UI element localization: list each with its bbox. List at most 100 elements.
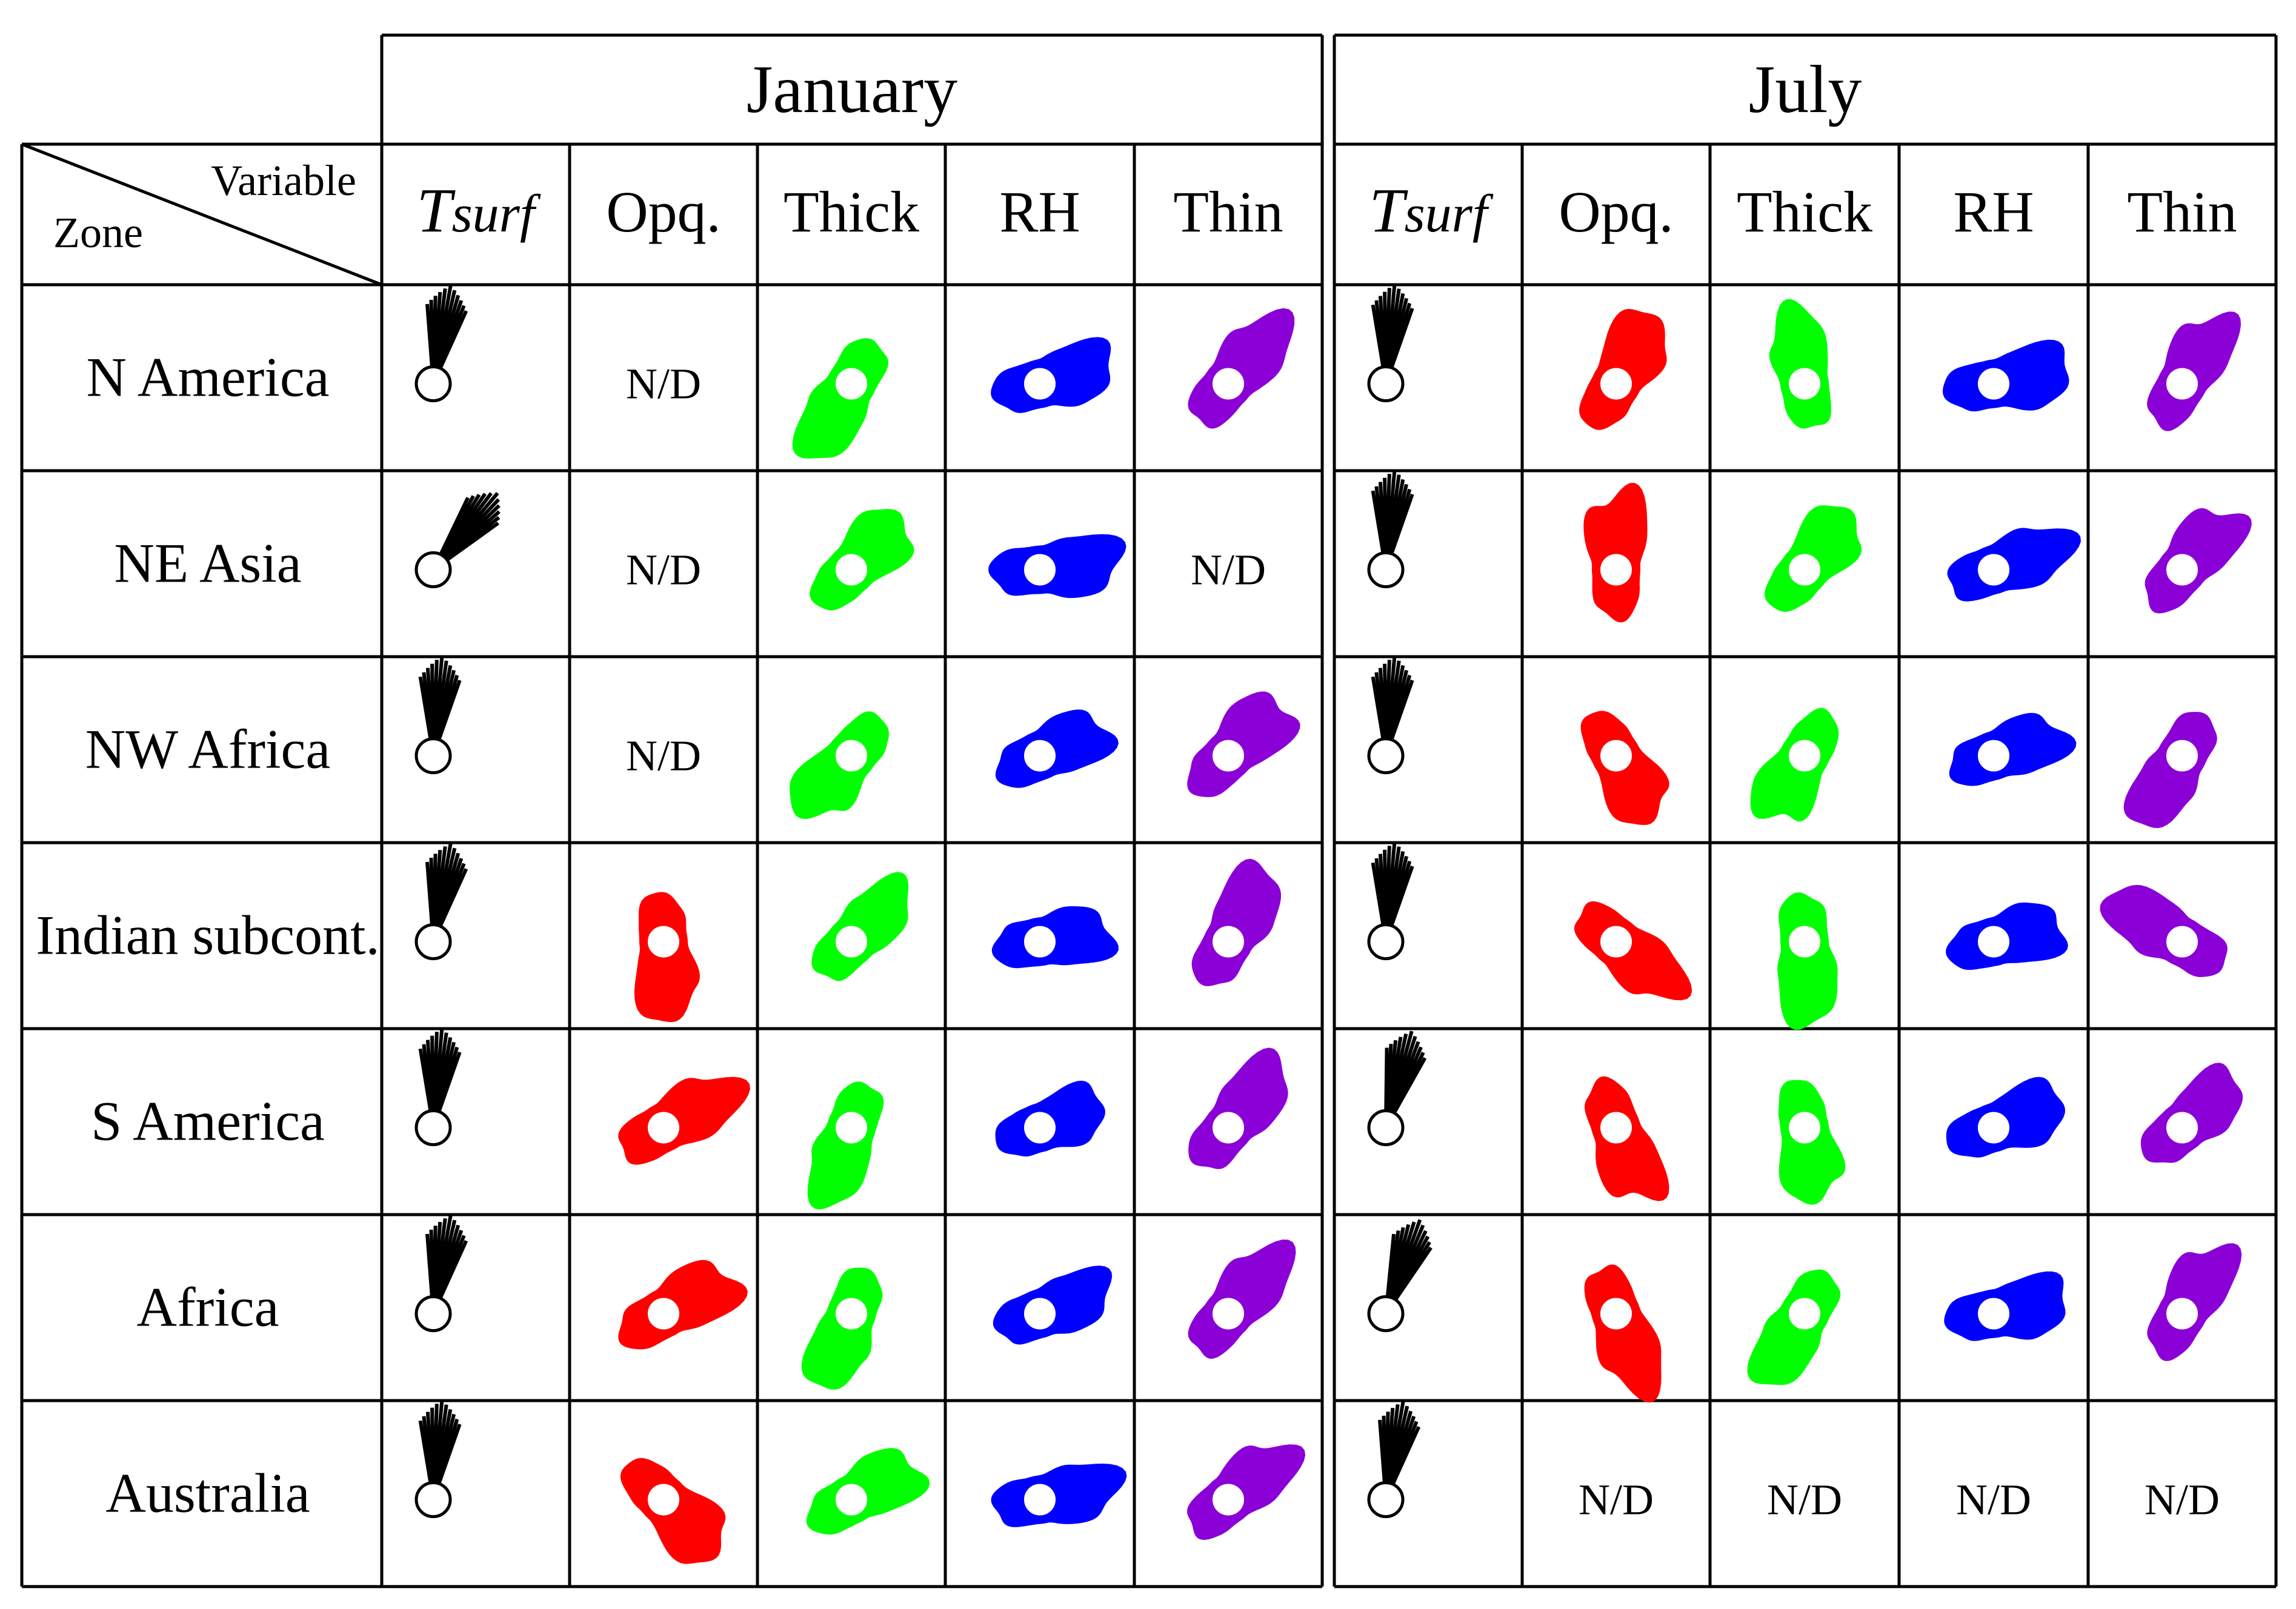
glyph-center — [1210, 1295, 1246, 1332]
glyph-center — [414, 923, 452, 960]
glyph-rh-jan — [991, 337, 1111, 413]
glyph-center — [833, 1481, 870, 1518]
zone-label: NW Africa — [85, 718, 330, 780]
glyph-opq-jul — [1583, 483, 1648, 623]
glyph-center — [1367, 1481, 1405, 1518]
variable-header-thick: Thick — [784, 179, 919, 244]
glyph-center — [2164, 365, 2200, 402]
zone-label: NE Asia — [114, 532, 301, 594]
glyph-shape — [618, 1259, 748, 1350]
glyph-shape — [1188, 1047, 1288, 1169]
nd-label: N/D — [2145, 1476, 2220, 1524]
glyph-opq-jul — [1584, 1264, 1662, 1403]
glyph-center — [1786, 923, 1823, 960]
glyph-center — [1598, 1109, 1634, 1146]
glyph-center — [1367, 737, 1405, 774]
zone-label: S America — [91, 1090, 325, 1152]
glyph-center — [1022, 923, 1058, 960]
glyph-thick-jul — [1765, 505, 1862, 612]
glyph-opq-jul — [1574, 901, 1692, 1001]
glyph-rh-jan — [991, 906, 1119, 969]
glyph-rh-jan — [988, 534, 1126, 599]
glyph-opq-jan — [618, 1077, 750, 1165]
glyph-thin-jan — [1187, 1444, 1306, 1540]
variable-header-opq: Opq. — [606, 179, 720, 244]
glyph-spikes — [425, 843, 468, 927]
glyph-thin-jul — [2147, 1243, 2242, 1361]
variable-header-tsurf: Tsurf — [417, 176, 541, 245]
glyph-center — [1367, 551, 1405, 588]
zone-axis-label: Zone — [53, 208, 143, 257]
table-header: January July Variable Zone Tsurf Opq. Thick RH T… — [53, 52, 2237, 257]
glyph-spikes — [418, 1027, 462, 1113]
zone-label: Australia — [105, 1462, 310, 1524]
glyph-shape — [792, 338, 888, 459]
glyph-thin-jul — [2140, 1063, 2243, 1163]
glyph-shape — [2145, 508, 2252, 614]
glyph-opq-jul — [1579, 308, 1667, 430]
glyph-thick-jul — [1777, 892, 1838, 1030]
glyph-spikes — [1371, 841, 1414, 927]
variable-header-rh: RH — [999, 179, 1080, 244]
glyph-center — [1367, 923, 1405, 960]
zone-column: N America NE Asia NW Africa Indian subcont.… — [36, 347, 379, 1524]
glyph-center — [1367, 1295, 1405, 1332]
glyph-tsurf-jan — [414, 1215, 468, 1332]
glyph-thin-jan — [1188, 308, 1295, 429]
variable-header-thin: Thin — [1173, 179, 1283, 244]
glyph-center — [2164, 1109, 2200, 1146]
glyph-thick-jan — [806, 1448, 930, 1535]
glyph-tsurf-jan — [414, 1399, 462, 1518]
glyph-center — [1598, 923, 1634, 960]
glyph-opq-jan: N/D — [626, 360, 701, 408]
glyph-thick-jan — [790, 711, 889, 819]
glyph-shape — [1584, 1264, 1662, 1403]
glyph-center — [1022, 1109, 1058, 1146]
glyph-center — [1022, 551, 1058, 588]
glyph-thin-jul — [2147, 311, 2241, 431]
glyph-spikes — [1371, 284, 1414, 369]
glyph-shape — [807, 1081, 884, 1210]
glyph-center — [1598, 737, 1634, 774]
glyph-center — [833, 1109, 870, 1146]
glyph-center — [1367, 365, 1405, 402]
glyph-thick-jan — [810, 509, 914, 611]
glyph-spikes — [1371, 469, 1414, 555]
nd-label: N/D — [626, 546, 701, 594]
glyph-shape — [2100, 884, 2228, 977]
glyph-thick-jan — [792, 338, 888, 459]
glyph-thick-jul — [1750, 708, 1839, 821]
glyph-rh-jan — [991, 1464, 1127, 1527]
glyph-center — [1975, 737, 2012, 774]
glyph-opq-jan — [618, 1259, 748, 1350]
glyph-rh-jul — [1947, 528, 2081, 602]
glyph-center — [414, 1295, 452, 1332]
glyph-rh-jul — [1949, 712, 2077, 786]
glyph-opq-jul — [1580, 711, 1669, 825]
glyph-center — [414, 1109, 452, 1146]
month-header-january: January — [747, 52, 957, 127]
glyph-tsurf-jul — [1367, 284, 1414, 402]
glyph-shape — [2123, 712, 2217, 828]
glyph-shape — [1769, 299, 1831, 429]
variable-axis-label: Variable — [211, 156, 356, 205]
glyph-center — [2164, 923, 2200, 960]
variable-header-tsurf: Tsurf — [1369, 176, 1494, 245]
glyph-center — [645, 1109, 682, 1146]
glyph-shape — [1949, 712, 2077, 786]
glyph-center — [1975, 551, 2012, 588]
glyph-opq-jan — [620, 1458, 726, 1564]
glyph-rh-jul — [1946, 1077, 2065, 1158]
glyph-center — [2164, 1295, 2200, 1332]
glyph-thick-jul — [1778, 1080, 1846, 1205]
glyph-rh-jan — [993, 1266, 1113, 1345]
glyph-shape — [1947, 528, 2081, 602]
glyph-center — [2164, 737, 2200, 774]
glyph-rh-jul — [1944, 1271, 2066, 1341]
glyph-spikes — [418, 1399, 462, 1485]
glyph-center — [833, 551, 870, 588]
glyph-thick-jul — [1747, 1269, 1841, 1385]
glyph-spikes — [1371, 655, 1414, 741]
glyph-tsurf-jul — [1367, 655, 1414, 774]
